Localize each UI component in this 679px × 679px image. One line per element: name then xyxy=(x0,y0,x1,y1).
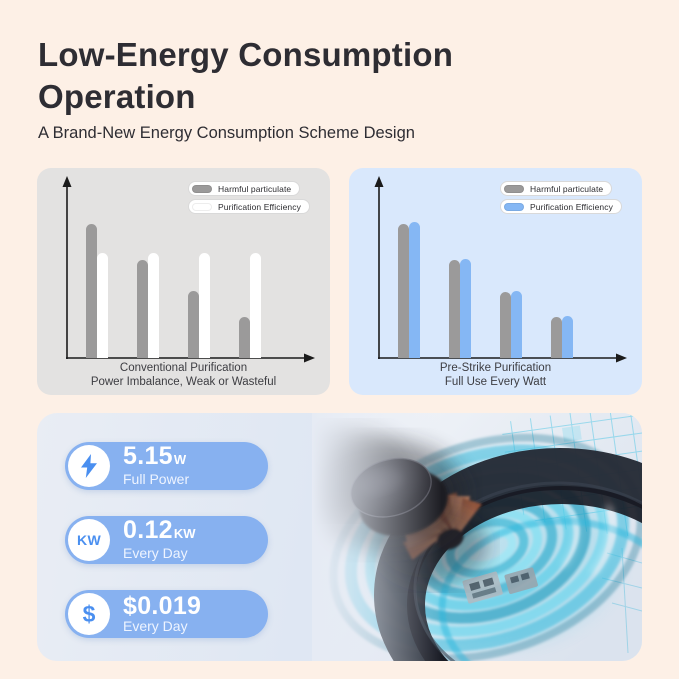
stat-daily-energy: KW 0.12 KW Every Day xyxy=(65,516,268,564)
page-title: Low-Energy Consumption Operation xyxy=(38,34,453,118)
stat-value: $0.019 xyxy=(123,591,202,620)
product-image xyxy=(312,413,642,661)
stat-daily-cost: $ $0.019 Every Day xyxy=(65,590,268,638)
stat-label: Every Day xyxy=(123,617,188,634)
x-axis-arrow-icon xyxy=(304,353,315,363)
y-axis-arrow-icon xyxy=(62,176,72,187)
stat-value: 0.12 xyxy=(123,516,173,544)
stat-text: 0.12 KW Every Day xyxy=(123,516,196,562)
bar-purification-efficiency xyxy=(460,258,471,358)
bar-group xyxy=(398,222,420,358)
page-subtitle: A Brand-New Energy Consumption Scheme De… xyxy=(38,124,415,142)
page-title-line2: Operation xyxy=(38,78,196,115)
bar-group xyxy=(86,223,108,358)
bar-harmful-particulate xyxy=(551,317,562,358)
kw-icon: KW xyxy=(77,532,101,548)
dollar-icon: $ xyxy=(82,600,96,627)
stat-text: 5.15 W Full Power xyxy=(123,442,190,488)
stat-unit: W xyxy=(173,452,187,467)
bar-group xyxy=(188,253,210,358)
chart-legend: Harmful particulate Purification Efficie… xyxy=(500,181,622,214)
stat-icon-circle xyxy=(68,445,110,487)
bar-harmful-particulate xyxy=(239,317,250,358)
y-axis-arrow-icon xyxy=(374,176,384,187)
stat-unit: KW xyxy=(173,526,196,541)
legend-swatch-efficiency xyxy=(192,202,212,211)
legend-label: Harmful particulate xyxy=(218,183,292,194)
stat-icon-circle: KW xyxy=(68,519,110,561)
legend-item-efficiency: Purification Efficiency xyxy=(500,199,622,214)
legend-label: Purification Efficiency xyxy=(530,201,613,212)
bar-harmful-particulate xyxy=(398,223,409,358)
legend-label: Harmful particulate xyxy=(530,183,604,194)
chart-caption-subtitle: Power Imbalance, Weak or Wasteful xyxy=(90,376,277,388)
chart-pre-strike-purification: Harmful particulate Purification Efficie… xyxy=(349,168,642,395)
chart-caption: Conventional Purification Power Imbalanc… xyxy=(37,361,330,389)
stat-text: $0.019 Every Day xyxy=(123,591,202,634)
bar-purification-efficiency xyxy=(511,290,522,358)
chart-caption-subtitle: Full Use Every Watt xyxy=(444,376,547,388)
chart-legend: Harmful particulate Purification Efficie… xyxy=(188,181,310,214)
bar-harmful-particulate xyxy=(86,223,97,358)
legend-swatch-efficiency xyxy=(504,202,524,211)
stat-icon-circle: $ xyxy=(68,593,110,635)
bar-harmful-particulate xyxy=(188,290,199,358)
chart-axes xyxy=(62,176,315,363)
bar-purification-efficiency xyxy=(97,253,108,358)
bar-purification-efficiency xyxy=(250,253,261,358)
bar-group xyxy=(500,290,522,358)
bar-group xyxy=(449,258,471,358)
bar-purification-efficiency xyxy=(409,222,420,358)
bar-harmful-particulate xyxy=(449,260,460,358)
bar-purification-efficiency xyxy=(148,253,159,358)
bar-plot xyxy=(67,213,261,358)
stat-value: 5.15 xyxy=(123,442,173,470)
legend-item-harmful: Harmful particulate xyxy=(500,181,613,196)
x-axis-arrow-icon xyxy=(616,353,627,363)
bar-harmful-particulate xyxy=(137,260,148,358)
chart-caption-title: Pre-Strike Purification xyxy=(439,362,552,374)
chart-conventional-purification: Harmful particulate Purification Efficie… xyxy=(37,168,330,395)
lightning-icon xyxy=(81,454,97,478)
chart-caption-title: Conventional Purification xyxy=(119,362,248,374)
legend-item-efficiency: Purification Efficiency xyxy=(188,199,310,214)
bar-group xyxy=(137,253,159,358)
chart-axes xyxy=(374,176,627,363)
energy-stats-panel: 5.15 W Full Power KW 0.12 KW Every Day $ xyxy=(37,413,642,661)
stat-label: Full Power xyxy=(123,471,190,487)
legend-swatch-harmful xyxy=(192,184,212,193)
bar-harmful-particulate xyxy=(500,292,511,358)
legend-item-harmful: Harmful particulate xyxy=(188,181,301,196)
bar-group xyxy=(551,316,573,358)
chart-caption: Pre-Strike Purification Full Use Every W… xyxy=(349,361,642,389)
stat-label: Every Day xyxy=(123,545,188,561)
bar-plot xyxy=(379,213,573,358)
page-title-line1: Low-Energy Consumption xyxy=(38,36,454,73)
bar-purification-efficiency xyxy=(199,253,210,358)
legend-swatch-harmful xyxy=(504,184,524,193)
stat-full-power: 5.15 W Full Power xyxy=(65,442,268,490)
bar-group xyxy=(239,253,261,358)
legend-label: Purification Efficiency xyxy=(218,201,301,212)
bar-purification-efficiency xyxy=(562,316,573,358)
stats-list: 5.15 W Full Power KW 0.12 KW Every Day $ xyxy=(65,442,268,638)
